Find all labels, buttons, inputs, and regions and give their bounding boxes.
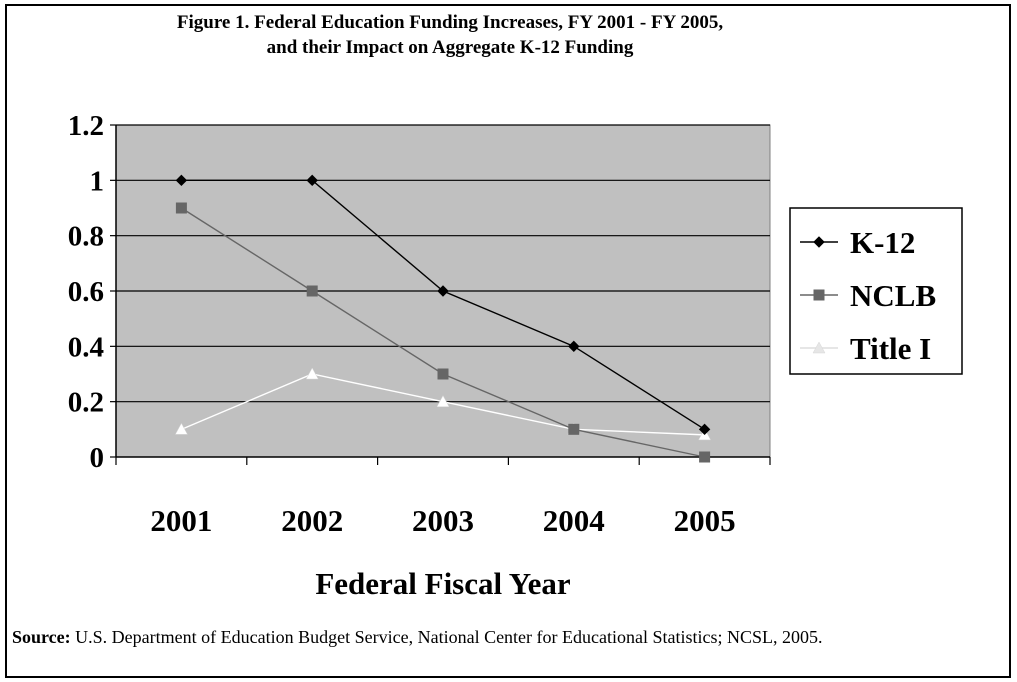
x-tick-label: 2001	[150, 503, 212, 538]
y-tick-label: 0.6	[68, 276, 104, 308]
y-tick-label: 0.2	[68, 387, 104, 419]
legend-label-nclb: NCLB	[850, 278, 936, 313]
y-tick-label: 0.8	[68, 221, 104, 253]
data-point-k12	[175, 174, 188, 187]
data-point-k12	[568, 340, 580, 353]
legend-marker-title-i	[812, 341, 826, 354]
x-axis-title: Federal Fiscal Year	[315, 566, 571, 601]
chart-title-line-1: Figure 1. Federal Education Funding Incr…	[176, 12, 724, 33]
legend-marker-k12	[813, 236, 825, 248]
data-point-k12	[306, 174, 318, 187]
y-tick-label: 0	[90, 442, 105, 474]
source-label: Source:	[12, 627, 71, 647]
data-point-title-i	[436, 395, 450, 407]
data-point-nclb	[568, 423, 580, 435]
y-tick-label: 0.4	[68, 331, 104, 363]
y-tick-label: 1	[90, 165, 105, 197]
x-tick-label: 2002	[281, 503, 343, 538]
chart-title-line-2: and their Impact on Aggregate K-12 Fundi…	[266, 37, 634, 58]
chart-title: Figure 1. Federal Education Funding Incr…	[0, 10, 900, 60]
source-note: Source: U.S. Department of Education Bud…	[12, 625, 992, 649]
data-point-k12	[437, 285, 449, 297]
data-point-nclb	[175, 202, 187, 214]
legend-label-k12: K-12	[850, 225, 915, 260]
data-point-nclb	[437, 368, 449, 380]
x-tick-label: 2003	[412, 503, 474, 538]
data-point-k12	[698, 423, 711, 436]
source-text: U.S. Department of Education Budget Serv…	[70, 627, 823, 647]
x-tick-label: 2004	[543, 503, 605, 538]
legend-label-title-i: Title I	[850, 331, 931, 366]
data-point-title-i	[305, 367, 319, 380]
x-tick-label: 2005	[674, 503, 736, 538]
data-point-nclb	[306, 285, 318, 297]
data-point-nclb	[699, 451, 711, 463]
legend-marker-nclb	[813, 289, 825, 301]
y-tick-label: 1.2	[68, 110, 104, 142]
data-point-title-i	[174, 422, 188, 435]
